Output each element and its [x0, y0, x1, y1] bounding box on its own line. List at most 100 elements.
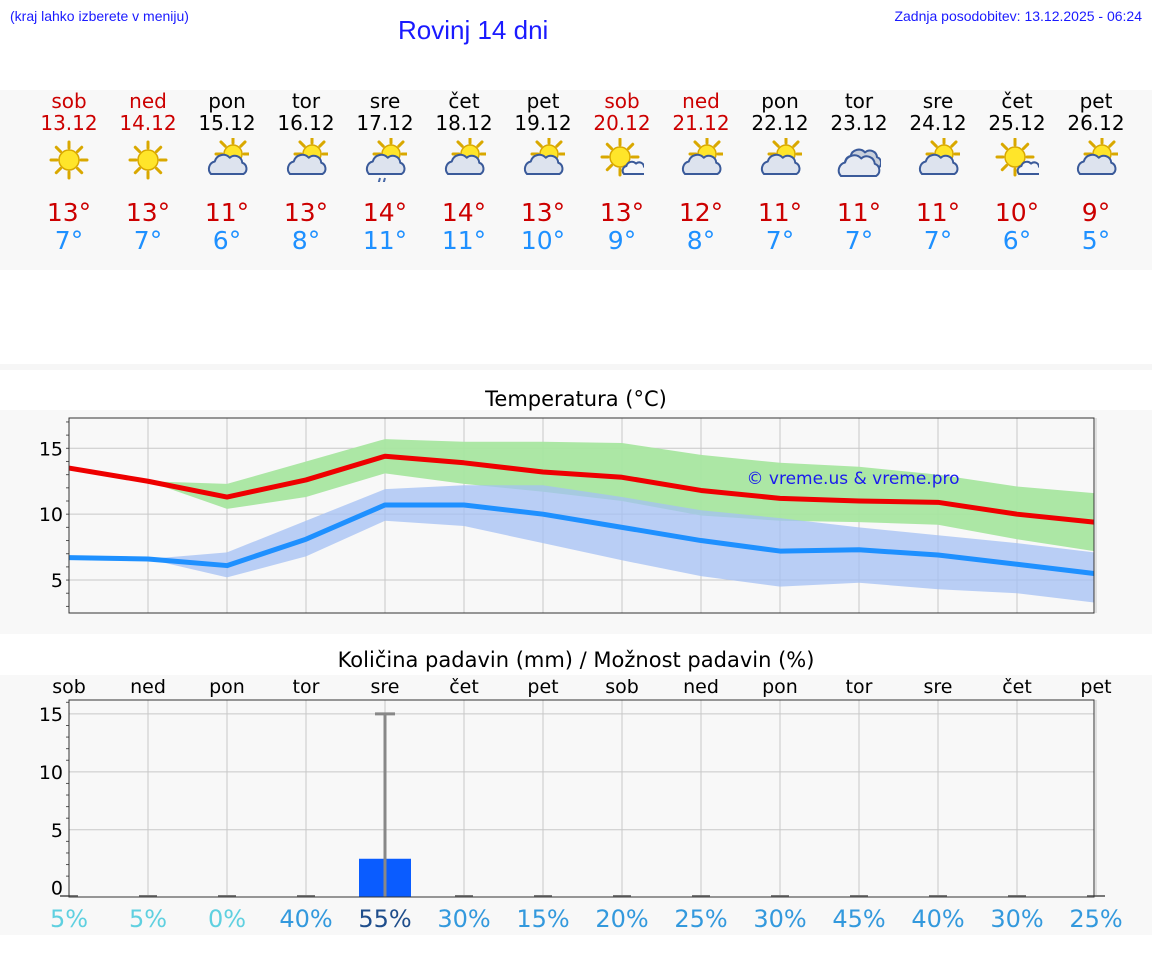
- daily-forecast-strip: sob 13.12 13° 7° ned 14.12 13° 7° pon 15.12 11° 6° t…: [0, 90, 1152, 270]
- mostly-sunny-icon: [995, 138, 1039, 177]
- day-date: 17.12: [356, 111, 414, 135]
- temp-min: 7°: [844, 226, 874, 255]
- temperature-chart: 5 10 15 © vreme.us & vreme.pro: [39, 417, 1097, 614]
- day-name: tor: [844, 89, 874, 113]
- temp-min: 10°: [520, 226, 566, 255]
- day-name: sre: [922, 89, 954, 113]
- partly-cloudy-icon: [523, 138, 565, 175]
- temp-max: 14°: [441, 198, 487, 227]
- day-date: 24.12: [909, 111, 967, 135]
- day-column: tor 16.12 13° 8°: [267, 89, 346, 255]
- day-column: tor 23.12 11° 7°: [820, 89, 899, 255]
- precip-day-label: sre: [371, 676, 400, 698]
- precipitation-chart-title: Količina padavin (mm) / Možnost padavin …: [337, 648, 815, 672]
- day-date: 16.12: [277, 111, 335, 135]
- plot-area: [69, 700, 1094, 897]
- day-name: pon: [208, 89, 246, 113]
- day-column: sob 13.12 13° 7°: [30, 89, 109, 255]
- day-name: pon: [761, 89, 799, 113]
- partly-cloudy-icon: [444, 138, 486, 175]
- section-divider: [0, 364, 1152, 370]
- day-date: 22.12: [751, 111, 809, 135]
- day-name: tor: [291, 89, 321, 113]
- day-date: 26.12: [1067, 111, 1125, 135]
- precip-chance-label: 30%: [753, 905, 806, 933]
- temp-max: 13°: [46, 198, 92, 227]
- partly-cloudy-rain-icon: [365, 138, 407, 182]
- temp-min: 8°: [291, 226, 321, 255]
- partly-cloudy-icon: [760, 138, 802, 175]
- day-name: čet: [1001, 89, 1033, 113]
- temp-min: 6°: [212, 226, 242, 255]
- temp-min: 7°: [133, 226, 163, 255]
- day-column: pet 26.12 9° 5°: [1057, 90, 1136, 255]
- y-tick-label: 5: [51, 820, 63, 842]
- day-name: sob: [51, 89, 87, 113]
- y-tick-label: 15: [39, 438, 63, 460]
- precip-day-label: tor: [293, 676, 320, 698]
- temp-max: 10°: [994, 198, 1040, 227]
- precip-chance-label: 5%: [129, 905, 167, 933]
- precip-chance-label: 45%: [832, 905, 885, 933]
- temp-max: 11°: [915, 198, 961, 227]
- day-name: sre: [369, 89, 401, 113]
- day-column: pet 19.12 13° 10°: [504, 89, 583, 255]
- day-date: 18.12: [435, 111, 493, 135]
- temp-min: 5°: [1081, 226, 1111, 255]
- y-tick-label: 5: [51, 570, 63, 592]
- precip-day-label: sob: [605, 676, 639, 698]
- temp-min: 7°: [923, 226, 953, 255]
- day-name: ned: [682, 89, 720, 113]
- temperature-chart-title: Temperatura (°C): [485, 387, 667, 411]
- temp-max: 13°: [599, 198, 645, 227]
- temp-max: 13°: [125, 198, 171, 227]
- temp-min: 7°: [765, 226, 795, 255]
- day-column: čet 25.12 10° 6°: [978, 89, 1057, 255]
- precip-chance-label: 25%: [674, 905, 727, 933]
- precip-chance-label: 25%: [1069, 905, 1122, 933]
- temp-min: 11°: [362, 226, 408, 255]
- day-column: čet 18.12 14° 11°: [425, 90, 504, 255]
- precip-day-label: čet: [449, 676, 479, 698]
- precip-chance-label: 40%: [279, 905, 332, 933]
- precip-day-label: ned: [683, 676, 719, 698]
- page-title: Rovinj 14 dni: [398, 15, 549, 45]
- partly-cloudy-icon: [207, 138, 249, 175]
- day-column: pon 22.12 11° 7°: [741, 89, 820, 255]
- temp-max: 11°: [836, 198, 882, 227]
- y-tick-label: 15: [39, 704, 63, 726]
- day-date: 19.12: [514, 111, 572, 135]
- plot-frame: [68, 417, 1095, 614]
- day-date: 23.12: [830, 111, 888, 135]
- location-hint: (kraj lahko izberete v meniju): [10, 8, 189, 24]
- partly-cloudy-icon: [918, 138, 960, 175]
- min-range-band: [69, 485, 1094, 603]
- y-tick-label: 0: [51, 878, 63, 900]
- max-temp-line: [68, 453, 1095, 525]
- temp-max: 11°: [204, 198, 250, 227]
- day-date: 13.12: [40, 111, 98, 135]
- precip-chance-label: 5%: [50, 905, 88, 933]
- precip-day-label: sob: [52, 676, 86, 698]
- plot-frame: [68, 699, 1095, 898]
- y-tick-label: 10: [39, 504, 63, 526]
- temp-max: 13°: [283, 198, 329, 227]
- day-date: 21.12: [672, 111, 730, 135]
- sun-icon: [128, 140, 168, 180]
- temp-max: 12°: [678, 198, 724, 227]
- day-column: sre 17.12 14° 11°: [346, 89, 425, 255]
- precip-day-label: čet: [1002, 676, 1032, 698]
- precip-chance-label: 0%: [208, 905, 246, 933]
- day-name: pet: [526, 89, 560, 113]
- day-date: 14.12: [119, 111, 177, 135]
- day-name: sob: [604, 89, 640, 113]
- precip-chance-label: 20%: [595, 905, 648, 933]
- sun-icon: [49, 140, 89, 180]
- day-column: sre 24.12 11° 7°: [899, 89, 978, 255]
- day-date: 15.12: [198, 111, 256, 135]
- precip-day-label: pon: [209, 676, 245, 698]
- precip-day-label: tor: [846, 676, 873, 698]
- watermark-text: © vreme.us & vreme.pro: [746, 469, 959, 489]
- temp-max: 9°: [1081, 198, 1111, 227]
